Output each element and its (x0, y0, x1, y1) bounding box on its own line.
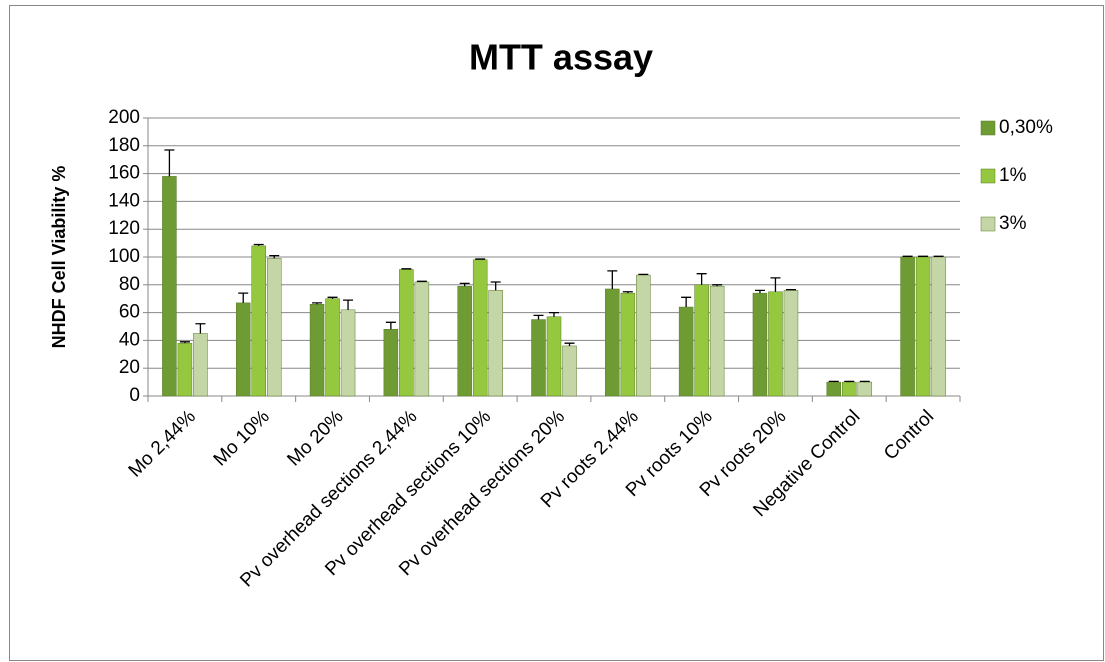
bar (457, 285, 472, 397)
error-bar (859, 380, 870, 383)
bar (709, 285, 725, 397)
bar (857, 381, 873, 397)
error-bar (754, 289, 765, 294)
y-tick-label: 0 (129, 385, 140, 406)
bar (826, 381, 842, 397)
error-bar (902, 255, 913, 257)
y-tick-label: 200 (108, 107, 140, 128)
error-bar (533, 314, 544, 320)
error-bar (785, 289, 796, 291)
y-tick-label: 100 (108, 246, 140, 267)
bar (931, 256, 946, 397)
error-bar (638, 273, 649, 276)
error-bar (238, 292, 249, 303)
error-bar (622, 291, 633, 294)
bar (546, 316, 562, 397)
bar (752, 292, 768, 397)
bar (193, 333, 208, 397)
error-bar (164, 149, 175, 177)
error-bar (475, 258, 486, 260)
legend-swatch (980, 216, 996, 232)
error-bar (401, 268, 412, 270)
error-bar (564, 342, 575, 346)
bar (414, 281, 430, 397)
chart-title: MTT assay (469, 37, 653, 78)
bar (472, 259, 488, 397)
bar (340, 309, 356, 397)
legend-label: 1% (999, 165, 1027, 186)
error-bar (681, 296, 692, 308)
bar (620, 292, 636, 397)
error-bar (490, 281, 501, 291)
error-bar (253, 243, 264, 246)
error-bar (844, 380, 855, 383)
bar (783, 290, 799, 397)
y-tick-label: 40 (119, 329, 140, 350)
bar (235, 302, 251, 397)
bar (383, 329, 399, 397)
bar (488, 290, 503, 397)
y-tick-label: 60 (119, 302, 140, 323)
error-bar (459, 282, 470, 287)
bar (900, 256, 915, 397)
bar (251, 245, 266, 397)
error-bar (312, 302, 323, 305)
y-tick-label: 180 (108, 135, 140, 156)
legend-label: 0,30% (999, 117, 1053, 138)
y-tick-label: 120 (108, 218, 140, 239)
y-tick-label: 20 (119, 357, 140, 378)
error-bar (327, 296, 338, 299)
error-bar (195, 323, 206, 334)
error-bar (828, 380, 839, 383)
bar (266, 258, 282, 397)
legend-label: 3% (999, 213, 1027, 234)
error-bar (179, 341, 190, 344)
error-bar (385, 321, 396, 330)
error-bar (712, 284, 723, 287)
error-bar (696, 273, 707, 285)
bar (605, 288, 620, 397)
bar (915, 256, 931, 397)
bar (694, 284, 709, 397)
error-bar (607, 270, 618, 289)
bar (562, 345, 577, 397)
bar (842, 381, 857, 397)
error-bar (549, 311, 559, 317)
bar (636, 274, 651, 397)
bar (325, 298, 340, 397)
bar (531, 319, 546, 397)
legend-swatch (980, 120, 996, 136)
y-tick-label: 160 (108, 163, 140, 184)
bar (177, 342, 193, 397)
error-bar (343, 299, 354, 310)
error-bar (918, 255, 929, 257)
error-bar (416, 280, 427, 283)
y-axis-label: NHDF Cell Viability % (49, 166, 69, 349)
error-bar (269, 254, 280, 259)
error-bar (933, 255, 944, 257)
bar (399, 269, 414, 397)
bar (768, 291, 783, 397)
y-tick-label: 80 (119, 274, 140, 295)
y-tick-label: 140 (108, 190, 140, 211)
bar (678, 306, 694, 397)
error-bar (770, 277, 781, 292)
bar (309, 304, 325, 397)
legend-swatch (980, 168, 996, 184)
bar (162, 176, 177, 397)
